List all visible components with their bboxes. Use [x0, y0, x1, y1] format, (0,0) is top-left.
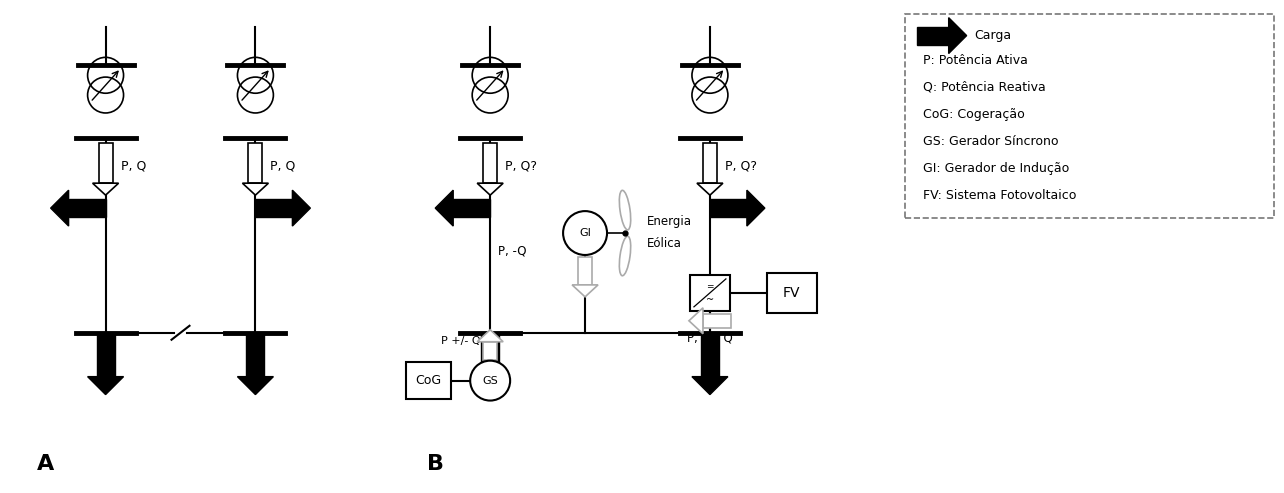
Text: Carga: Carga — [975, 29, 1012, 42]
Polygon shape — [747, 190, 765, 226]
Polygon shape — [697, 183, 723, 195]
Text: Energia: Energia — [647, 214, 692, 228]
Polygon shape — [247, 333, 265, 377]
Text: A: A — [37, 455, 54, 474]
Text: GS: Gerador Síncrono: GS: Gerador Síncrono — [923, 135, 1058, 148]
Text: P, Q?: P, Q? — [505, 160, 537, 173]
Text: P: Potência Ativa: P: Potência Ativa — [923, 54, 1027, 67]
Polygon shape — [573, 285, 598, 297]
Polygon shape — [482, 333, 499, 377]
Polygon shape — [99, 143, 113, 183]
Polygon shape — [917, 27, 949, 44]
Circle shape — [470, 361, 510, 401]
Text: FV: FV — [783, 286, 801, 300]
Polygon shape — [293, 190, 311, 226]
Polygon shape — [710, 199, 747, 217]
Polygon shape — [92, 183, 118, 195]
Polygon shape — [96, 333, 114, 377]
Polygon shape — [949, 18, 967, 54]
Text: GI: GI — [579, 228, 591, 238]
Circle shape — [564, 211, 607, 255]
Text: FV: Sistema Fotovoltaico: FV: Sistema Fotovoltaico — [923, 189, 1076, 202]
Polygon shape — [68, 199, 105, 217]
Text: CoG: CoG — [415, 374, 442, 387]
Polygon shape — [50, 190, 68, 226]
Polygon shape — [702, 314, 731, 328]
Text: P, +/- Q: P, +/- Q — [687, 331, 733, 344]
Polygon shape — [578, 257, 592, 285]
Polygon shape — [238, 377, 273, 394]
Text: GS: GS — [483, 376, 498, 386]
Polygon shape — [87, 377, 123, 394]
Polygon shape — [453, 199, 490, 217]
Polygon shape — [690, 308, 702, 334]
Text: GI: Gerador de Indução: GI: Gerador de Indução — [923, 162, 1070, 175]
Bar — [905, 14, 1274, 218]
Text: P, Q: P, Q — [271, 160, 295, 173]
Text: CoG: Cogeração: CoG: Cogeração — [923, 108, 1025, 121]
Bar — [406, 362, 451, 399]
Polygon shape — [692, 377, 728, 394]
Polygon shape — [248, 143, 262, 183]
Polygon shape — [701, 333, 719, 377]
Polygon shape — [478, 330, 503, 342]
Polygon shape — [483, 342, 497, 360]
Polygon shape — [478, 183, 503, 195]
Text: P, Q?: P, Q? — [725, 160, 756, 173]
Text: Eólica: Eólica — [647, 237, 682, 249]
Polygon shape — [435, 190, 453, 226]
Text: =: = — [706, 282, 714, 291]
Text: P, -Q: P, -Q — [498, 245, 526, 257]
Text: B: B — [426, 455, 444, 474]
Polygon shape — [473, 377, 508, 394]
Bar — [690, 275, 729, 311]
Text: ~: ~ — [706, 295, 714, 305]
Polygon shape — [483, 143, 497, 183]
Polygon shape — [243, 183, 268, 195]
Polygon shape — [256, 199, 293, 217]
Bar — [767, 273, 817, 313]
Text: P, Q: P, Q — [121, 160, 146, 173]
Polygon shape — [702, 143, 716, 183]
Text: P +/- Q: P +/- Q — [440, 336, 480, 346]
Text: Q: Potência Reativa: Q: Potência Reativa — [923, 81, 1045, 94]
